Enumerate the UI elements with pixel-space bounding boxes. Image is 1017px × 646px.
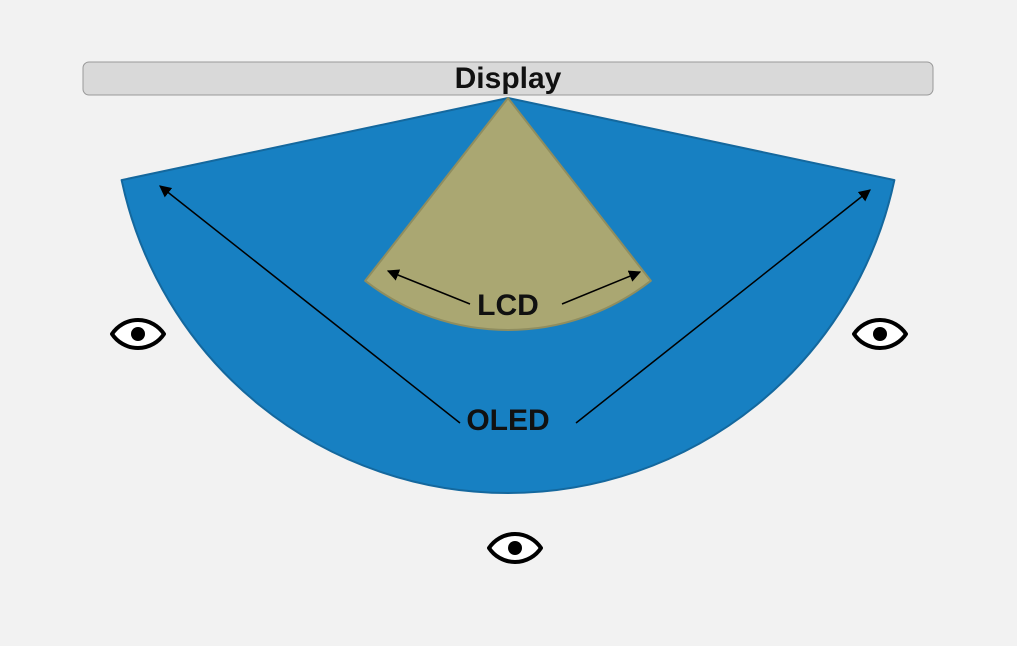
lcd-label: LCD xyxy=(477,289,539,322)
oled-label: OLED xyxy=(466,404,549,437)
display-bar-label: Display xyxy=(455,62,562,95)
eye-icon-left xyxy=(112,320,164,348)
eye-icon-right xyxy=(854,320,906,348)
eye-icon-bottom xyxy=(489,534,541,562)
